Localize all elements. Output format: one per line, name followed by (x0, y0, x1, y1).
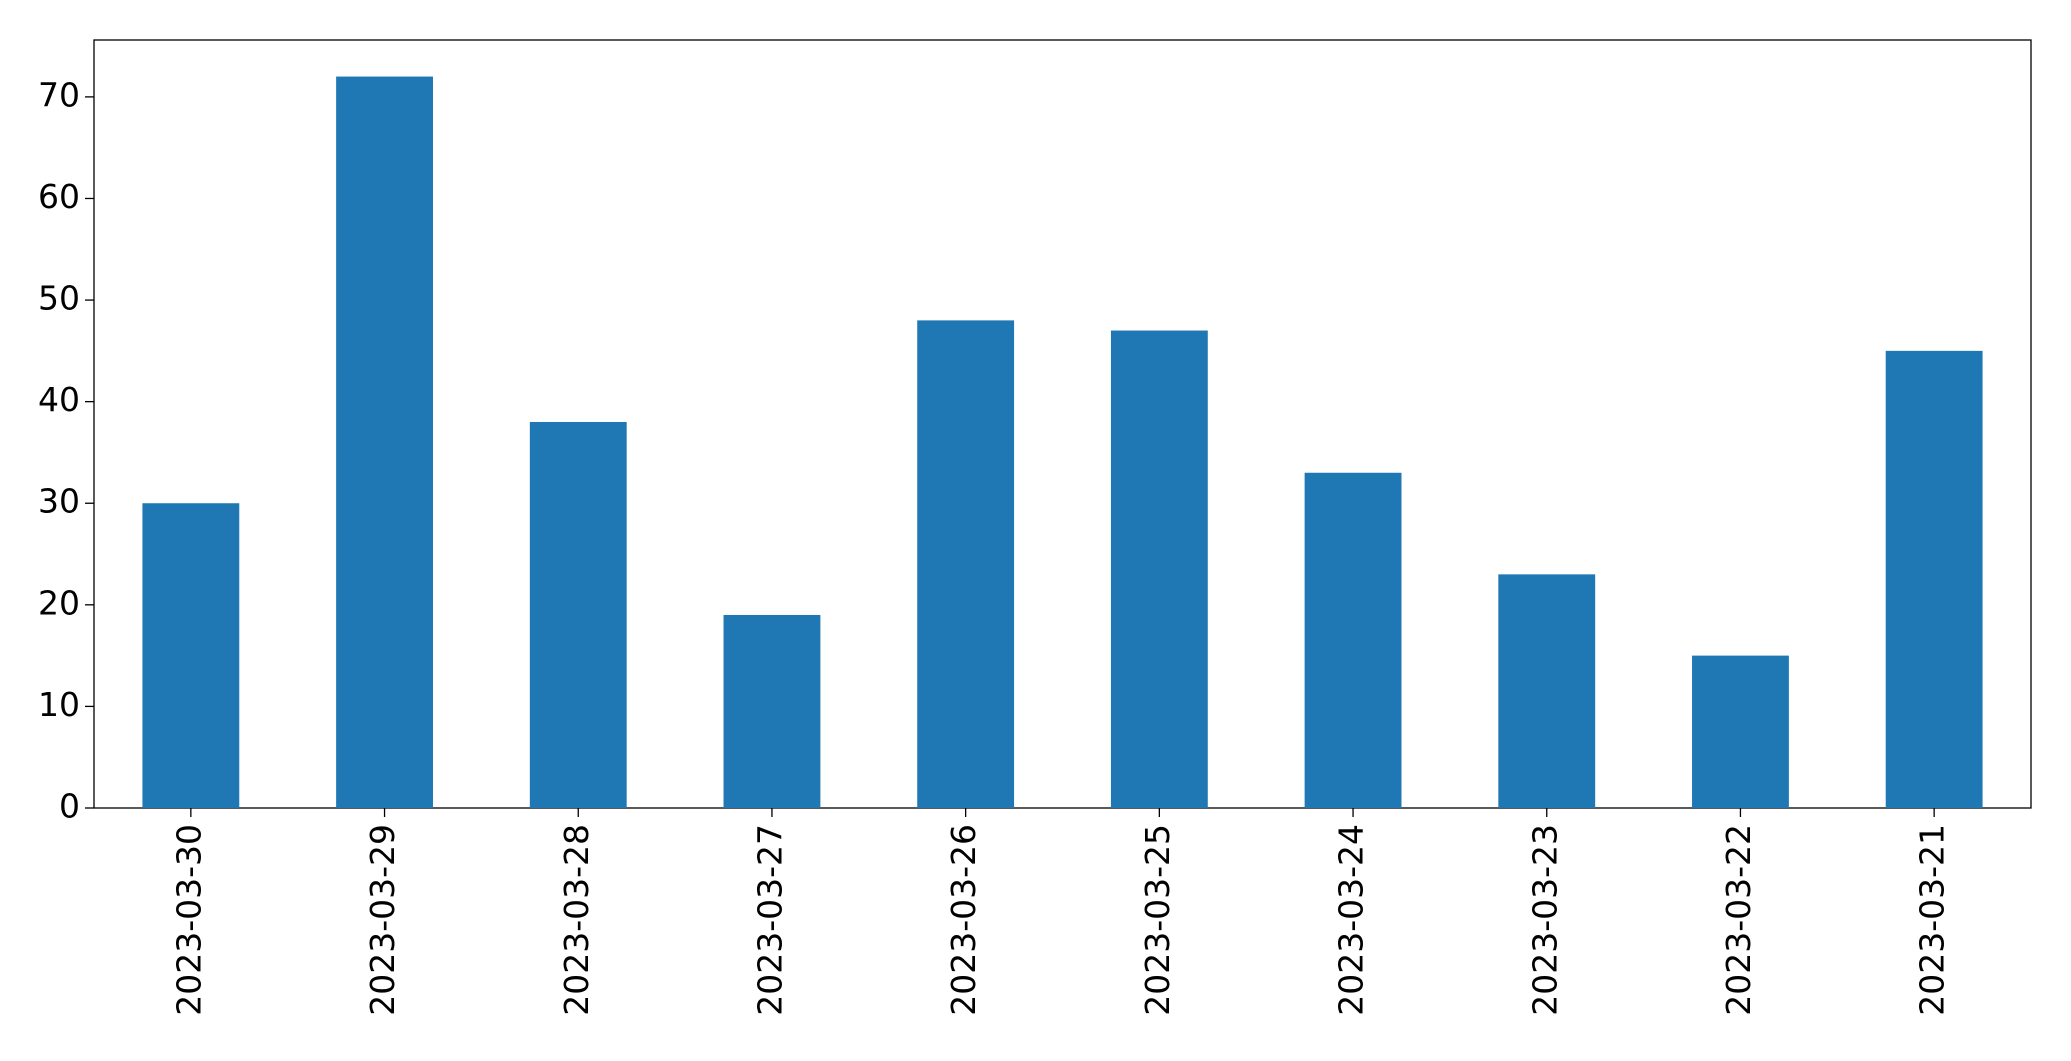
x-tick-label: 2023-03-25 (1138, 824, 1177, 1016)
x-tick-label: 2023-03-26 (944, 824, 983, 1016)
y-tick-label: 0 (59, 787, 80, 826)
x-tick-label: 2023-03-30 (169, 824, 208, 1016)
y-tick-label: 50 (38, 279, 80, 318)
x-tick-label: 2023-03-27 (750, 824, 789, 1016)
y-tick-label: 20 (38, 583, 80, 622)
bar (1498, 574, 1596, 808)
bar (529, 421, 627, 808)
y-tick-label: 40 (38, 380, 80, 419)
plot-frame (93, 39, 2032, 809)
bar (1110, 330, 1208, 808)
x-tick-label: 2023-03-23 (1525, 824, 1564, 1016)
bar (1885, 350, 1983, 808)
bar (723, 614, 821, 808)
bar (1692, 655, 1789, 808)
bar (1304, 472, 1402, 808)
y-tick-label: 70 (38, 75, 80, 114)
x-tick-label: 2023-03-21 (1913, 824, 1952, 1016)
bar (142, 503, 240, 808)
x-tick-label: 2023-03-22 (1719, 824, 1758, 1016)
y-tick-label: 60 (38, 177, 80, 216)
x-tick-label: 2023-03-28 (557, 824, 596, 1016)
bar (917, 320, 1015, 808)
x-tick-label: 2023-03-29 (363, 824, 402, 1016)
bar (336, 76, 433, 809)
y-tick-label: 30 (38, 482, 80, 521)
x-tick-label: 2023-03-24 (1332, 824, 1371, 1016)
y-tick-label: 10 (38, 685, 80, 724)
